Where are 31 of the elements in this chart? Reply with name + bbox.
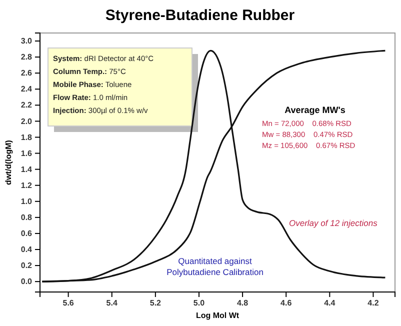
x-tick-label: 5.0 — [193, 298, 206, 308]
x-tick-label: 5.4 — [106, 298, 118, 308]
y-tick-label: 0.6 — [20, 229, 33, 238]
y-tick-label: 3.0 — [20, 36, 33, 46]
y-tick-label: 1.0 — [20, 196, 33, 206]
annotation: Average MW's — [284, 105, 346, 115]
chart-title: Styrene-Butadiene Rubber — [105, 7, 295, 24]
y-tick-label: 2.0 — [20, 116, 33, 126]
y-tick-label: 2.4 — [20, 84, 33, 94]
annotation: Polybutadiene Calibration — [166, 267, 264, 277]
annotation: Quantitated against — [178, 256, 252, 266]
annotation: Overlay of 12 injections — [289, 218, 378, 228]
y-axis-title: dwt/d(logM) — [4, 140, 13, 185]
x-tick-label: 5.6 — [62, 298, 74, 308]
y-tick-label: 1.8 — [20, 132, 33, 142]
y-tick-label: 2.8 — [20, 52, 33, 62]
x-axis-title: Log Mol Wt — [196, 311, 240, 320]
y-tick-label: 1.6 — [20, 148, 33, 158]
y-tick-label: 1.2 — [20, 180, 33, 190]
y-tick-label: 1.4 — [20, 164, 33, 174]
y-tick-label: 0.4 — [20, 245, 33, 254]
x-tick-label: 4.8 — [236, 298, 249, 308]
x-tick-label: 4.6 — [280, 298, 292, 308]
x-tick-label: 4.2 — [368, 298, 380, 308]
y-tick-label: 2.2 — [20, 100, 33, 110]
y-tick-label: 0.2 — [20, 261, 33, 270]
y-tick-label: 0.0 — [20, 277, 33, 286]
y-tick-label: 0.8 — [20, 212, 33, 222]
y-tick-label: 2.6 — [20, 68, 33, 78]
x-tick-label: 4.4 — [324, 298, 336, 308]
x-tick-label: 5.2 — [150, 298, 162, 308]
